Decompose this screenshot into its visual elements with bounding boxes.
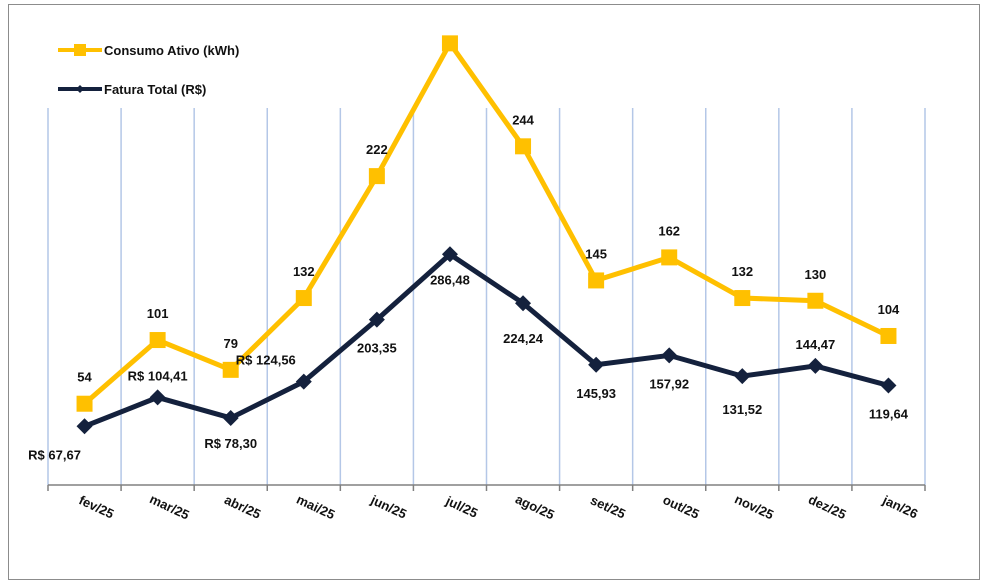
- chart-frame: [8, 4, 980, 580]
- consumo-point-marker: [76, 395, 93, 412]
- consumo-data-label: 79: [223, 336, 237, 351]
- consumo-point-marker: [807, 292, 824, 309]
- fatura-point-marker: [149, 389, 166, 406]
- consumo-point-marker: [588, 272, 605, 289]
- x-tick-label: jan/26: [880, 492, 921, 522]
- fatura-data-label: 286,48: [430, 272, 470, 287]
- fatura-point-marker: [880, 377, 897, 394]
- x-tick-label: out/25: [661, 492, 702, 522]
- consumo-data-label: 145: [585, 246, 607, 261]
- consumo-data-label: 104: [878, 302, 900, 317]
- consumo-data-label: 130: [805, 267, 827, 282]
- fatura-point-marker: [807, 357, 824, 374]
- legend-square-marker-icon: [74, 44, 86, 56]
- fatura-data-label: R$ 104,41: [128, 368, 188, 383]
- data-labels: 54 101 79 132 222 244 145 162 132 130 104 R$ 67,67 R…: [28, 112, 909, 462]
- fatura-point-marker: [588, 356, 605, 373]
- legend-label-consumo: Consumo Ativo (kWh): [104, 43, 239, 58]
- fatura-point-marker: [441, 246, 458, 263]
- fatura-data-label: 145,93: [576, 386, 616, 401]
- consumo-point-marker: [880, 327, 897, 344]
- fatura-data-label: 224,24: [503, 331, 544, 346]
- fatura-point-marker: [368, 311, 385, 328]
- x-tick-label: ago/25: [513, 491, 557, 522]
- legend-diamond-marker-icon: [76, 85, 84, 93]
- consumo-data-label: 244: [512, 112, 534, 127]
- consumo-data-label: 132: [731, 264, 753, 279]
- legend: Consumo Ativo (kWh) Fatura Total (R$): [58, 43, 239, 97]
- consumo-data-label: 101: [147, 306, 169, 321]
- consumo-point-marker: [149, 332, 166, 349]
- fatura-point-marker: [661, 347, 678, 364]
- x-tick-label: abr/25: [222, 492, 263, 522]
- fatura-point-marker: [295, 373, 312, 390]
- consumo-data-label: 54: [77, 370, 92, 385]
- consumo-point-marker: [661, 249, 678, 266]
- x-tick-label: set/25: [588, 492, 628, 521]
- consumo-point-marker: [222, 361, 239, 378]
- fatura-point-marker: [76, 418, 93, 435]
- consumo-data-label: 222: [366, 142, 388, 157]
- fatura-data-label: 144,47: [795, 337, 835, 352]
- series-lines: [76, 35, 897, 435]
- consumo-point-marker: [734, 290, 751, 307]
- legend-item-consumo: Consumo Ativo (kWh): [58, 43, 239, 58]
- x-axis: fev/25 mar/25 abr/25 mai/25 jun/25 jul/25 ago/…: [47, 484, 926, 523]
- fatura-data-label: 203,35: [357, 341, 397, 356]
- fatura-data-label: 131,52: [722, 402, 762, 417]
- fatura-point-marker: [222, 409, 239, 426]
- consumo-data-label: 132: [293, 264, 315, 279]
- x-tick-label: dez/25: [806, 492, 848, 522]
- x-tick-label: mai/25: [294, 492, 337, 523]
- x-tick-label: jun/25: [368, 492, 409, 522]
- x-tick-label: mar/25: [147, 491, 191, 522]
- x-tick-label: jul/25: [443, 493, 480, 521]
- fatura-line: [83, 251, 890, 429]
- fatura-point-marker: [734, 368, 751, 385]
- fatura-data-label: 119,64: [869, 406, 909, 421]
- fatura-point-marker: [515, 295, 532, 312]
- consumo-data-label: 162: [658, 223, 680, 238]
- x-tick-label: nov/25: [732, 491, 776, 522]
- consumo-point-marker: [515, 138, 532, 155]
- legend-label-fatura: Fatura Total (R$): [104, 82, 206, 97]
- fatura-data-label: R$ 78,30: [204, 436, 257, 451]
- legend-item-fatura: Fatura Total (R$): [58, 82, 206, 97]
- consumo-point-marker: [368, 168, 385, 185]
- consumo-line: [82, 38, 890, 406]
- fatura-data-label: R$ 67,67: [28, 447, 81, 462]
- fatura-data-label: R$ 124,56: [236, 353, 296, 368]
- gridlines: [47, 108, 926, 485]
- x-tick-label: fev/25: [77, 492, 117, 521]
- consumo-point-marker: [295, 290, 312, 307]
- consumo-point-marker: [441, 35, 458, 52]
- fatura-data-label: 157,92: [649, 376, 689, 391]
